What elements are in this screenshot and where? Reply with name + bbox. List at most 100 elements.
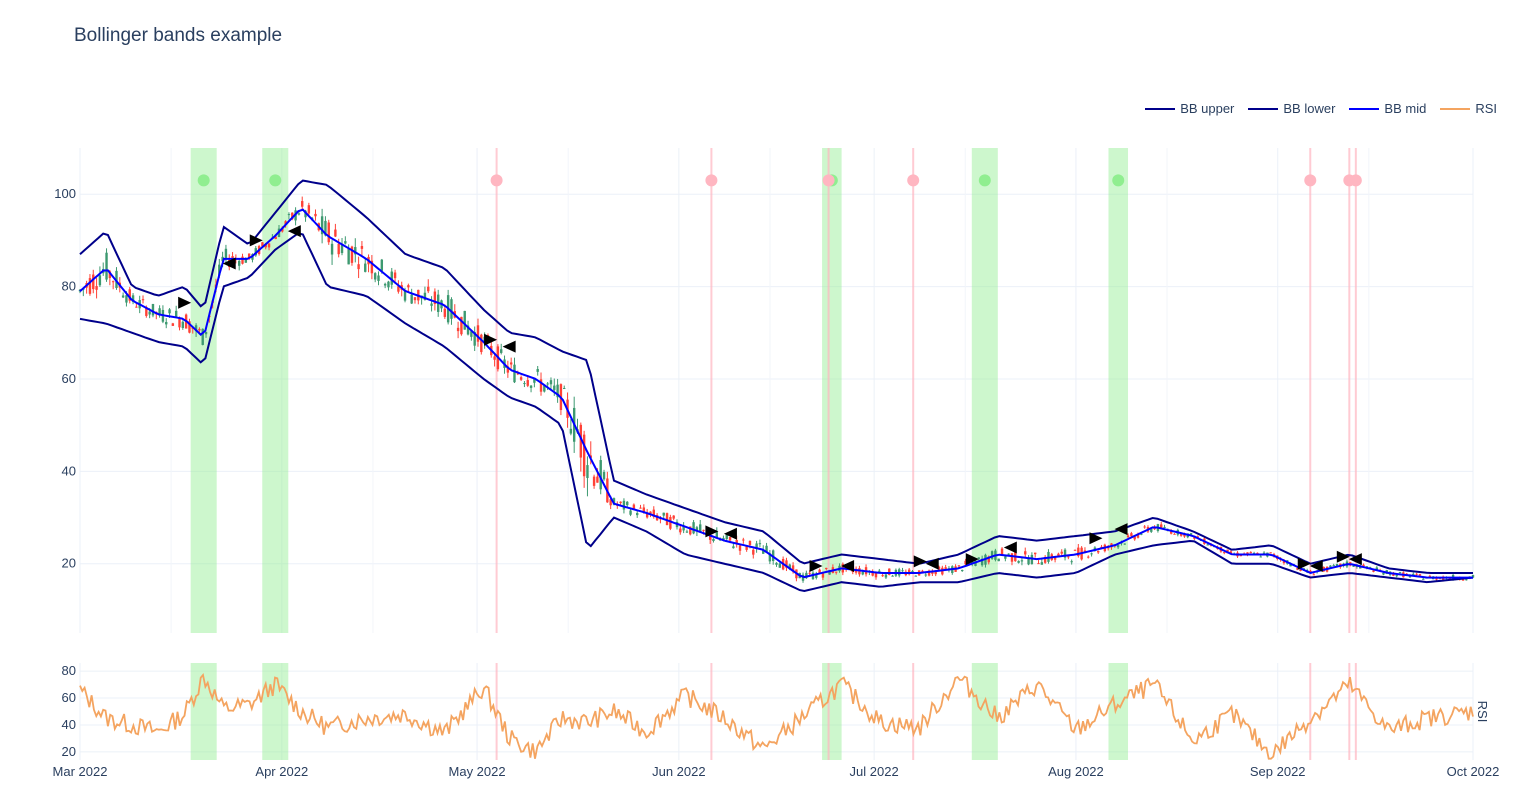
candle-body: [95, 286, 98, 290]
candle-body: [383, 283, 387, 286]
candle-body: [592, 476, 596, 486]
candle-body: [407, 285, 410, 288]
candle-body: [599, 460, 602, 490]
candle-body: [1037, 563, 1040, 565]
candle-body: [198, 328, 201, 331]
candle-body: [911, 571, 914, 573]
candle-body: [980, 558, 984, 566]
buy-period-band: [262, 148, 289, 633]
legend-label: RSI: [1475, 101, 1497, 116]
candle-body: [1259, 556, 1262, 558]
candle-body: [662, 512, 665, 516]
candle-body: [218, 264, 221, 276]
candle-body: [712, 539, 715, 542]
candle-body: [735, 539, 738, 544]
buy-period-band-rsi: [822, 663, 842, 760]
candle-body: [1163, 526, 1166, 528]
candle-body: [1372, 570, 1375, 572]
candle-body: [201, 328, 204, 345]
candle-body: [652, 509, 655, 517]
candle-body: [1312, 574, 1315, 576]
candle-body: [1136, 533, 1140, 538]
candle-body: [937, 566, 941, 570]
candle-body: [944, 567, 947, 570]
exit-marker: [1309, 560, 1323, 573]
candle-body: [460, 316, 463, 335]
candle-body: [1262, 552, 1266, 554]
candle-body: [1010, 553, 1014, 562]
candle-body: [238, 260, 241, 266]
candle-body: [221, 256, 224, 262]
candle-body: [1415, 573, 1418, 575]
candle-body: [924, 574, 927, 576]
candle-body: [1090, 553, 1093, 555]
candle-body: [204, 331, 208, 335]
candle-body: [1130, 533, 1133, 537]
legend-item[interactable]: BB upper: [1145, 101, 1234, 116]
candle-body: [1169, 530, 1173, 534]
candle-body: [891, 575, 894, 577]
candle-body: [128, 289, 131, 301]
candle-body: [1004, 556, 1007, 559]
x-tick-label: Sep 2022: [1250, 764, 1306, 779]
candle-body: [1123, 543, 1126, 545]
price-y-tick-label: 100: [54, 186, 76, 201]
candle-body: [261, 242, 264, 247]
candle-body: [805, 572, 808, 579]
candle-body: [791, 565, 795, 572]
candle-body: [307, 205, 311, 214]
candle-body: [1087, 556, 1090, 558]
x-tick-label: Jun 2022: [652, 764, 706, 779]
candle-body: [347, 248, 350, 265]
candle-body: [1196, 536, 1199, 538]
candle-body: [692, 522, 695, 534]
candle-body: [350, 246, 354, 263]
candle-body: [775, 562, 778, 565]
chart-title: Bollinger bands example: [74, 25, 283, 46]
candle-body: [480, 334, 483, 353]
candle-body: [579, 424, 583, 458]
candle-body: [1418, 574, 1422, 576]
candle-body: [413, 297, 417, 301]
candle-body: [546, 383, 549, 385]
legend-item[interactable]: RSI: [1440, 101, 1497, 116]
candle-body: [1097, 550, 1100, 553]
candle-body: [131, 295, 135, 302]
candle-body: [957, 565, 961, 567]
candle-body: [264, 244, 267, 248]
candle-body: [619, 501, 622, 504]
candle-body: [523, 383, 526, 385]
candle-body: [1173, 533, 1176, 535]
candle-body: [738, 545, 742, 551]
candle-body: [821, 573, 825, 578]
candle-body: [758, 543, 762, 545]
candle-body: [506, 366, 510, 373]
candle-body: [748, 540, 752, 546]
candle-body: [135, 306, 138, 308]
candle-body: [914, 575, 917, 577]
candle-body: [1179, 532, 1183, 536]
legend[interactable]: BB upper BB lower BB mid RSI: [1145, 101, 1497, 116]
candle-body: [354, 247, 357, 255]
candle-body: [553, 385, 556, 391]
candle-body: [901, 570, 904, 572]
legend-item[interactable]: BB lower: [1248, 101, 1335, 116]
candle-body: [642, 507, 646, 513]
candle-body: [715, 531, 718, 538]
legend-item[interactable]: BB mid: [1349, 101, 1426, 116]
candle-body: [636, 513, 639, 516]
candle-body: [344, 241, 347, 244]
candle-body: [105, 252, 108, 280]
candle-body: [874, 572, 878, 578]
entry-marker: [1336, 550, 1350, 563]
candle-body: [884, 574, 888, 578]
candle-body: [393, 272, 397, 279]
candle-body: [241, 256, 244, 264]
candle-body: [682, 525, 685, 531]
candle-body: [1017, 560, 1020, 563]
entry-marker: [1089, 532, 1103, 545]
candle-body: [878, 570, 881, 572]
candle-body: [1073, 549, 1077, 551]
candle-body: [141, 299, 145, 301]
candle-body: [390, 271, 393, 285]
